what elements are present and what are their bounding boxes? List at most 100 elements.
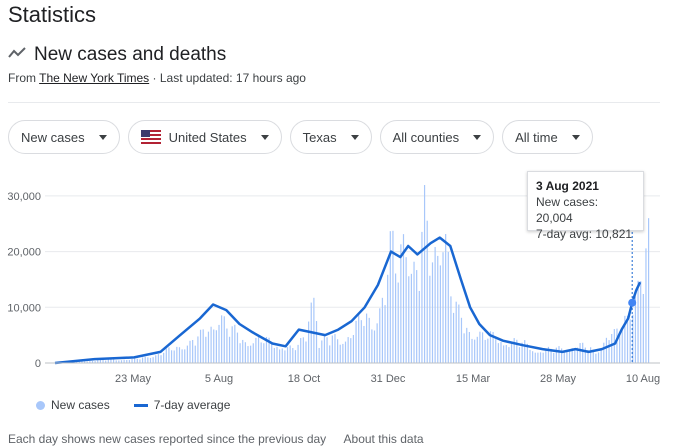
daily-case-bar bbox=[569, 350, 570, 363]
tooltip-cases: New cases: 20,004 bbox=[536, 194, 635, 226]
chevron-down-icon bbox=[572, 135, 580, 140]
daily-case-bar bbox=[416, 270, 417, 363]
daily-case-bar bbox=[482, 332, 483, 363]
daily-case-bar bbox=[498, 343, 499, 363]
daily-case-bar bbox=[614, 329, 615, 363]
daily-case-bar bbox=[453, 313, 454, 363]
daily-case-bar bbox=[163, 353, 164, 363]
daily-case-bar bbox=[253, 343, 254, 363]
chevron-down-icon bbox=[99, 135, 107, 140]
daily-case-bar bbox=[437, 256, 438, 363]
daily-case-bar bbox=[464, 333, 465, 363]
daily-case-bar bbox=[395, 273, 396, 363]
daily-case-bar bbox=[139, 359, 140, 363]
daily-case-bar bbox=[630, 319, 631, 363]
daily-case-bar bbox=[155, 355, 156, 363]
daily-case-bar bbox=[263, 343, 264, 363]
daily-case-bar bbox=[514, 338, 515, 363]
daily-case-bar bbox=[210, 327, 211, 363]
daily-case-bar bbox=[160, 355, 161, 363]
daily-case-bar bbox=[369, 318, 370, 363]
source-link[interactable]: The New York Times bbox=[39, 71, 149, 85]
daily-case-bar bbox=[179, 347, 180, 363]
daily-case-bar bbox=[326, 337, 327, 363]
daily-case-bar bbox=[147, 357, 148, 363]
country-dropdown[interactable]: United States bbox=[128, 120, 282, 154]
daily-case-bar bbox=[245, 342, 246, 363]
daily-case-bar bbox=[371, 329, 372, 363]
daily-case-bar bbox=[213, 329, 214, 363]
daily-case-bar bbox=[643, 294, 644, 363]
daily-case-bar bbox=[419, 291, 420, 363]
daily-case-bar bbox=[361, 320, 362, 363]
daily-case-bar bbox=[232, 326, 233, 363]
daily-case-bar bbox=[595, 354, 596, 363]
daily-case-bar bbox=[622, 327, 623, 363]
daily-case-bar bbox=[284, 350, 285, 363]
daily-case-bar bbox=[601, 349, 602, 363]
daily-case-bar bbox=[168, 347, 169, 363]
tooltip-date: 3 Aug 2021 bbox=[536, 178, 635, 194]
legend-average-label: 7-day average bbox=[154, 398, 231, 412]
daily-case-bar bbox=[108, 359, 109, 363]
daily-case-bar bbox=[448, 252, 449, 363]
daily-case-bar bbox=[334, 334, 335, 363]
daily-case-bar bbox=[543, 353, 544, 363]
daily-case-bar bbox=[627, 316, 628, 363]
daily-case-bar bbox=[348, 337, 349, 363]
daily-case-bar bbox=[200, 330, 201, 363]
daily-case-bar bbox=[295, 350, 296, 363]
daily-case-bar bbox=[648, 218, 649, 363]
daily-case-bar bbox=[345, 342, 346, 363]
daily-case-bar bbox=[218, 325, 219, 363]
footer-text: Each day shows new cases reported since … bbox=[8, 432, 326, 446]
y-tick-label: 20,000 bbox=[7, 247, 41, 259]
daily-case-bar bbox=[239, 343, 240, 363]
daily-case-bar bbox=[456, 302, 457, 363]
daily-case-bar bbox=[384, 305, 385, 363]
daily-case-bar bbox=[566, 351, 567, 363]
last-updated: · Last updated: 17 hours ago bbox=[153, 71, 306, 85]
daily-case-bar bbox=[271, 344, 272, 363]
hover-point bbox=[628, 299, 636, 307]
daily-case-bar bbox=[519, 347, 520, 363]
daily-case-bar bbox=[598, 352, 599, 363]
chevron-down-icon bbox=[261, 135, 269, 140]
daily-case-bar bbox=[300, 338, 301, 363]
daily-case-bar bbox=[366, 314, 367, 363]
daily-case-bar bbox=[608, 340, 609, 363]
daily-case-bar bbox=[574, 349, 575, 363]
daily-case-bar bbox=[150, 358, 151, 363]
daily-case-bar bbox=[553, 353, 554, 363]
daily-case-bar bbox=[205, 337, 206, 363]
daily-case-bar bbox=[637, 281, 638, 363]
state-dropdown[interactable]: Texas bbox=[290, 120, 372, 154]
daily-case-bar bbox=[408, 276, 409, 363]
daily-case-bar bbox=[337, 339, 338, 363]
country-label: United States bbox=[169, 130, 247, 145]
time-range-dropdown[interactable]: All time bbox=[502, 120, 593, 154]
daily-case-bar bbox=[506, 345, 507, 363]
metric-dropdown[interactable]: New cases bbox=[8, 120, 120, 154]
chart-legend: New cases 7-day average bbox=[36, 398, 230, 412]
daily-case-bar bbox=[535, 353, 536, 363]
x-tick-label: 15 Mar bbox=[456, 373, 491, 385]
daily-case-bar bbox=[540, 352, 541, 363]
daily-case-bar bbox=[184, 349, 185, 363]
daily-case-bar bbox=[189, 341, 190, 363]
daily-case-bar bbox=[582, 343, 583, 363]
daily-case-bar bbox=[400, 244, 401, 363]
daily-case-bar bbox=[158, 354, 159, 363]
daily-case-bar bbox=[413, 262, 414, 363]
daily-case-bar bbox=[226, 329, 227, 363]
daily-case-bar bbox=[382, 298, 383, 363]
about-data-link[interactable]: About this data bbox=[344, 432, 424, 446]
daily-case-bar bbox=[355, 321, 356, 363]
daily-case-bar bbox=[616, 329, 617, 363]
county-dropdown[interactable]: All counties bbox=[380, 120, 494, 154]
daily-case-bar bbox=[137, 359, 138, 363]
daily-case-bar bbox=[192, 340, 193, 363]
daily-case-bar bbox=[255, 338, 256, 363]
daily-case-bar bbox=[224, 316, 225, 363]
daily-case-bar bbox=[187, 346, 188, 363]
